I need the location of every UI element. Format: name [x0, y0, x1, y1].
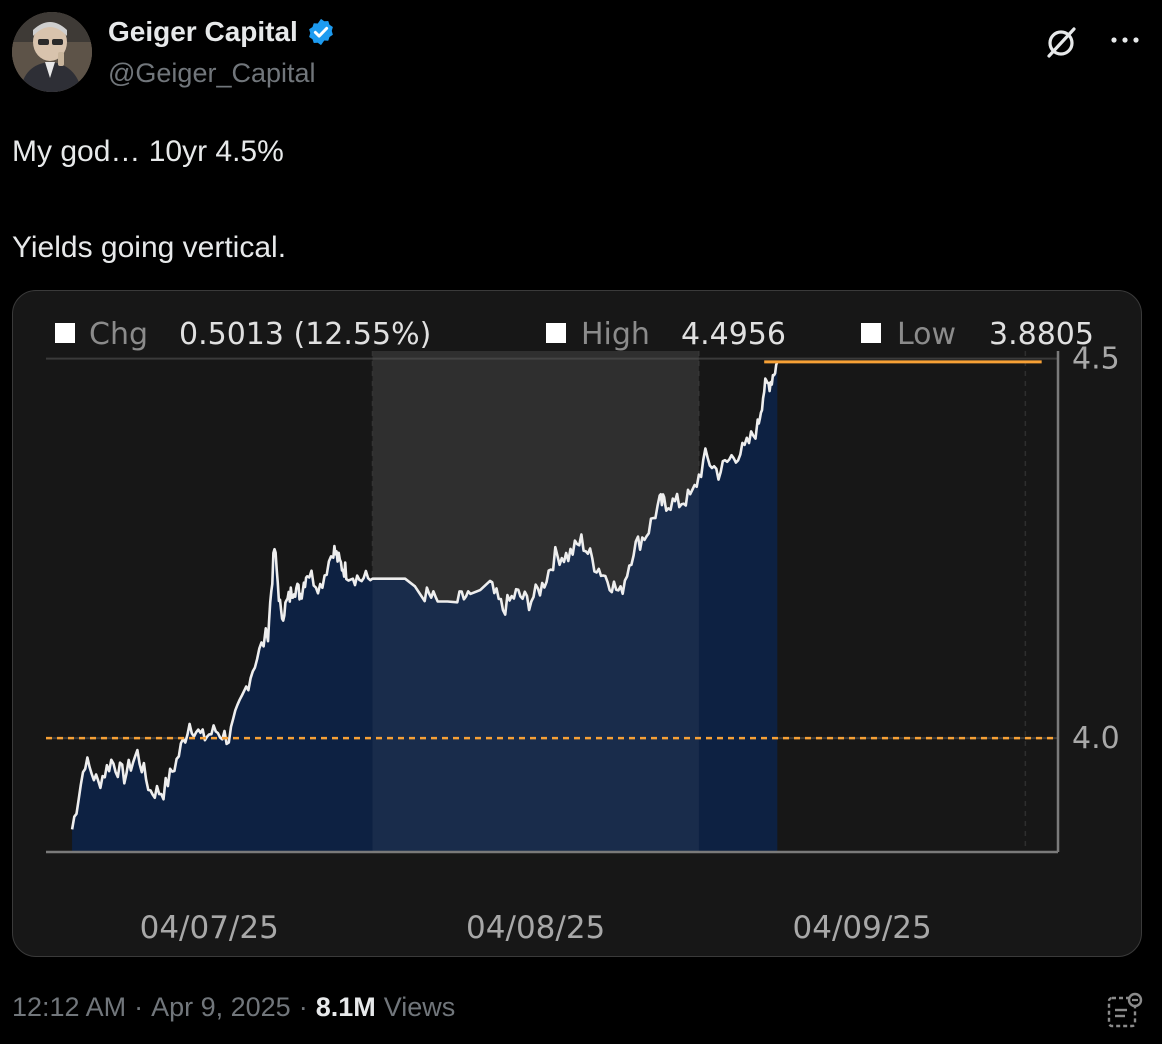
meta-separator: ·	[298, 992, 308, 1022]
tweet-meta: 12:12 AM · Apr 9, 2025 · 8.1M Views	[12, 992, 455, 1023]
author-name[interactable]: Geiger Capital	[108, 16, 298, 47]
y-tick-label: 4.0	[1072, 721, 1120, 756]
yield-series-line	[70, 361, 779, 830]
meta-separator: ·	[134, 992, 144, 1022]
x-tick-label: 04/09/25	[793, 910, 932, 946]
yield-chart: Chg 0.5013 (12.55%) High 4.4956 Low 3.88…	[46, 317, 1120, 946]
yield-area-fill	[72, 361, 778, 852]
legend-label-chg: Chg	[89, 317, 148, 352]
chart-legend: Chg 0.5013 (12.55%) High 4.4956 Low 3.88…	[55, 317, 1094, 352]
tweet-text: My god… 10yr 4.5% Yields going vertical.	[12, 135, 287, 264]
legend-swatch-chg	[55, 323, 75, 343]
author-avatar[interactable]	[12, 12, 92, 92]
x-tick-label: 04/08/25	[466, 910, 605, 946]
legend-swatch-high	[546, 323, 566, 343]
views-count: 8.1M	[315, 992, 376, 1022]
verified-badge-icon	[308, 18, 333, 46]
legend-value-low: 3.8805	[989, 317, 1094, 352]
chart-image-card[interactable]: Chg 0.5013 (12.55%) High 4.4956 Low 3.88…	[12, 290, 1142, 957]
tweet-date[interactable]: Apr 9, 2025	[151, 992, 291, 1022]
tweet-time[interactable]: 12:12 AM	[12, 992, 127, 1022]
legend-value-chg: 0.5013 (12.55%)	[179, 317, 431, 352]
author-name-row[interactable]: Geiger Capital	[108, 16, 336, 48]
person-photo-avatar-icon	[12, 12, 92, 92]
grok-slash-circle-icon[interactable]	[1040, 22, 1082, 64]
post-analytics-icon[interactable]	[1105, 990, 1145, 1030]
x-tick-label: 04/07/25	[140, 910, 279, 946]
author-handle[interactable]: @Geiger_Capital	[108, 58, 316, 88]
more-options-icon[interactable]	[1106, 28, 1146, 52]
y-tick-label: 4.5	[1072, 342, 1120, 377]
views-label: Views	[383, 992, 456, 1022]
legend-label-high: High	[581, 317, 650, 352]
session-highlight-overlay	[372, 351, 699, 852]
legend-swatch-low	[861, 323, 881, 343]
legend-value-high: 4.4956	[681, 317, 786, 352]
legend-label-low: Low	[897, 317, 956, 352]
